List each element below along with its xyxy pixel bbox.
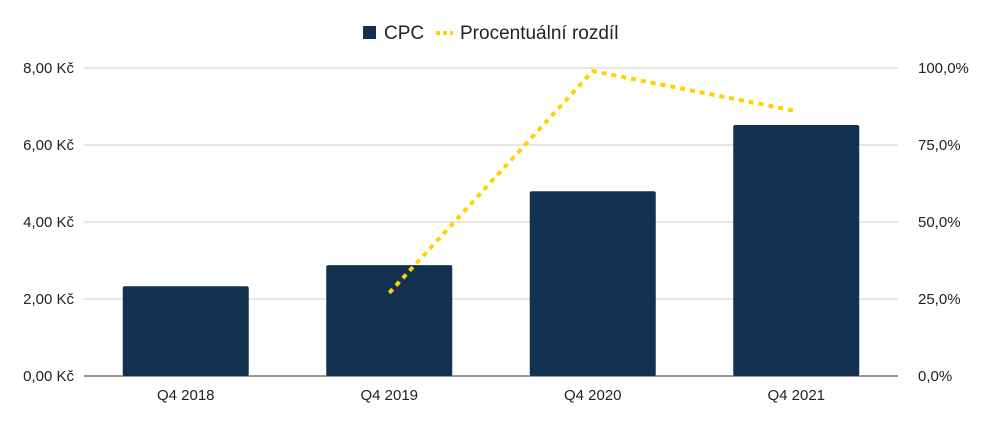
x-tick-label: Q4 2019 bbox=[360, 387, 418, 404]
right-axis-ticks: 0,0% 25,0% 50,0% 75,0% 100,0% bbox=[918, 60, 969, 385]
percent-line bbox=[387, 68, 797, 295]
x-tick-label: Q4 2021 bbox=[767, 387, 825, 404]
x-tick-label: Q4 2018 bbox=[157, 387, 215, 404]
cpc-bar bbox=[733, 124, 860, 376]
cpc-bar bbox=[122, 286, 249, 376]
right-tick-label: 25,0% bbox=[918, 291, 961, 308]
left-tick-label: 0,00 Kč bbox=[23, 368, 74, 385]
right-tick-label: 100,0% bbox=[918, 60, 969, 77]
x-tick-label: Q4 2020 bbox=[564, 387, 622, 404]
cpc-bars bbox=[122, 124, 860, 376]
left-tick-label: 4,00 Kč bbox=[23, 214, 74, 231]
left-tick-label: 6,00 Kč bbox=[23, 137, 74, 154]
right-tick-label: 75,0% bbox=[918, 137, 961, 154]
left-tick-label: 2,00 Kč bbox=[23, 291, 74, 308]
legend-label-percent: Procentuální rozdíl bbox=[460, 23, 618, 44]
x-axis-ticks: Q4 2018 Q4 2019 Q4 2020 Q4 2021 bbox=[157, 387, 825, 404]
legend-label-cpc: CPC bbox=[384, 23, 424, 44]
left-axis-ticks: 0,00 Kč 2,00 Kč 4,00 Kč 6,00 Kč 8,00 Kč bbox=[23, 60, 74, 385]
percent-line-path bbox=[387, 68, 797, 295]
legend: CPC Procentuální rozdíl bbox=[363, 23, 618, 44]
cpc-bar bbox=[326, 265, 453, 376]
legend-swatch-cpc bbox=[363, 26, 376, 39]
left-tick-label: 8,00 Kč bbox=[23, 60, 74, 77]
right-tick-label: 50,0% bbox=[918, 214, 961, 231]
right-tick-label: 0,0% bbox=[918, 368, 952, 385]
cpc-bar bbox=[529, 191, 656, 376]
